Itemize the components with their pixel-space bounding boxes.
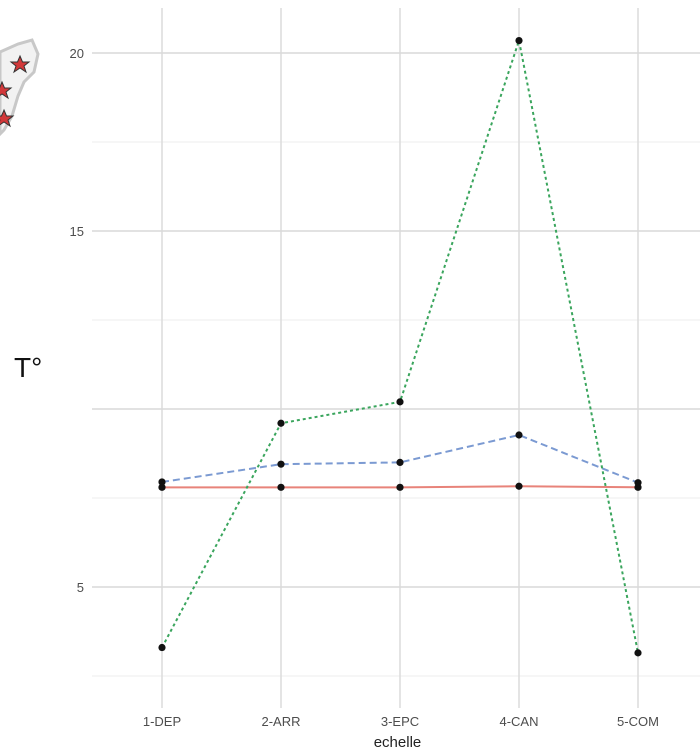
x-tick-label: 3-EPC [381,714,419,729]
x-axis-title: echelle [373,734,422,751]
data-point [158,643,166,652]
data-point [396,458,404,466]
data-point [158,483,166,491]
y-tick-label: 5 [77,580,84,595]
grid [92,8,700,708]
data-point [396,483,404,491]
x-tick-label: 1-DEP [143,714,181,729]
series-points [158,36,642,657]
star-icon [0,108,15,128]
y-tick-label: 20 [70,46,84,61]
data-point [396,398,404,406]
x-axis: 1-DEP 2-ARR 3-EPC 4-CAN 5-COM [143,714,659,729]
data-point [277,460,285,468]
series-line [161,433,639,484]
y-axis: 5 15 20 [70,46,84,595]
corner-map-icon [0,38,40,137]
y-tick-label: 15 [70,224,84,239]
y-axis-title: T° [14,352,43,383]
data-point [515,36,523,45]
data-point [277,419,285,427]
data-point [634,479,642,487]
data-point [515,431,523,439]
x-tick-label: 5-COM [617,714,659,729]
data-point [515,482,523,490]
star-icon [9,54,31,74]
x-tick-label: 2-ARR [261,714,300,729]
star-icon [0,80,13,100]
x-tick-label: 4-CAN [499,714,538,729]
data-point [277,483,285,491]
data-point [158,478,166,486]
data-point [634,649,642,657]
